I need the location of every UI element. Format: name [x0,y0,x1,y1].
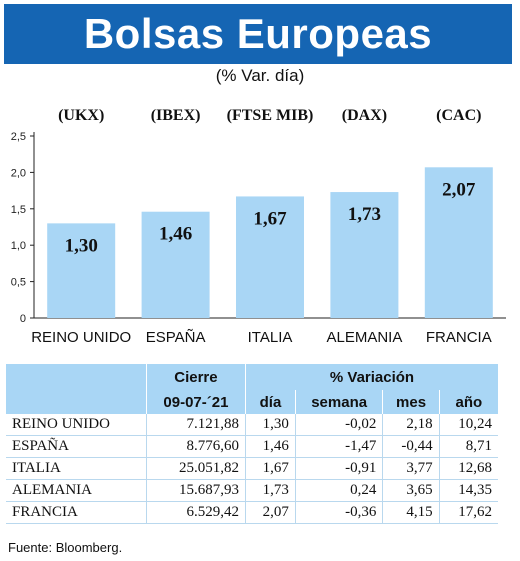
row-ano: 10,24 [438,414,498,436]
index-label: (DAX) [342,107,387,124]
table-row: ESPAÑA 8.776,60 1,46 -1,47 -0,44 8,71 [6,435,498,458]
row-name: ESPAÑA [6,435,147,458]
y-tick-label: 0 [20,313,26,325]
row-semana: -0,91 [294,457,383,480]
row-ano: 14,35 [438,479,498,502]
bar [47,223,116,318]
data-table: Cierre % Variación 09-07-´21 día semana … [6,364,498,524]
row-ano: 12,68 [438,457,498,480]
row-dia: 1,73 [245,479,296,502]
row-dia: 1,46 [245,435,296,458]
y-tick-label: 2,5 [11,131,26,143]
header-semana: semana [294,390,383,414]
category-label: ITALIA [248,329,293,346]
row-dia: 2,07 [245,501,296,524]
row-semana: -1,47 [294,435,383,458]
row-name: FRANCIA [6,501,147,524]
chart-subtitle: (% Var. día) [215,66,305,85]
row-ano: 17,62 [438,501,498,524]
row-cierre: 6.529,42 [145,501,246,524]
table-row: ALEMANIA 15.687,93 1,73 0,24 3,65 14,35 [6,479,498,502]
header-date: 09-07-´21 [145,390,246,414]
bar-chart: 0 0,5 1,0 1,5 2,0 2,5 1,30 (UKX) REINO UNIDO 1,46… [11,107,506,346]
row-cierre: 7.121,88 [145,414,246,436]
header-mes: mes [382,390,440,414]
bar-value-label: 2,07 [442,179,476,200]
row-semana: 0,24 [294,479,383,502]
row-dia: 1,67 [245,457,296,480]
y-tick-label: 1,0 [11,240,26,252]
chart-title: Bolsas Europeas [83,10,433,57]
row-mes: -0,44 [382,435,440,458]
bar-value-label: 1,46 [159,224,192,245]
row-ano: 8,71 [438,435,498,458]
row-name: ITALIA [6,457,147,480]
category-label: REINO UNIDO [31,329,131,346]
index-label: (FTSE MIB) [227,107,314,124]
bar [236,196,304,318]
row-semana: -0,36 [294,501,383,524]
row-name: REINO UNIDO [6,414,147,436]
table-row: REINO UNIDO 7.121,88 1,30 -0,02 2,18 10,… [6,414,498,436]
bar [330,192,399,318]
row-semana: -0,02 [294,414,383,436]
index-label: (IBEX) [151,107,201,124]
row-cierre: 25.051,82 [145,457,246,480]
bar [141,211,210,318]
table-row: ITALIA 25.051,82 1,67 -0,91 3,77 12,68 [6,457,498,480]
row-mes: 4,15 [382,501,440,524]
bar-value-label: 1,73 [348,204,381,225]
row-mes: 3,65 [382,479,440,502]
row-cierre: 8.776,60 [145,435,246,458]
bar [424,167,493,318]
header-variacion: % Variación [245,364,498,390]
row-mes: 2,18 [382,414,440,436]
row-dia: 1,30 [245,414,296,436]
row-mes: 3,77 [382,457,440,480]
index-label: (UKX) [58,107,104,124]
bar-value-label: 1,67 [253,208,287,229]
row-name: ALEMANIA [6,479,147,502]
table-corner [6,364,147,390]
y-tick-label: 0,5 [11,277,26,289]
table-corner-2 [6,390,147,414]
header-cierre: Cierre [145,364,246,390]
row-cierre: 15.687,93 [145,479,246,502]
bar-value-label: 1,30 [65,235,98,256]
title-banner: Bolsas Europeas [4,4,512,64]
category-label: ALEMANIA [326,329,402,346]
index-label: (CAC) [436,107,481,124]
source-note: Fuente: Bloomberg. [8,540,123,555]
category-label: FRANCIA [426,329,492,346]
header-dia: día [245,390,296,414]
header-ano: año [438,390,498,414]
table-row: FRANCIA 6.529,42 2,07 -0,36 4,15 17,62 [6,501,498,524]
category-label: ESPAÑA [146,329,206,346]
y-tick-label: 2,0 [11,167,26,179]
y-tick-label: 1,5 [11,204,26,216]
